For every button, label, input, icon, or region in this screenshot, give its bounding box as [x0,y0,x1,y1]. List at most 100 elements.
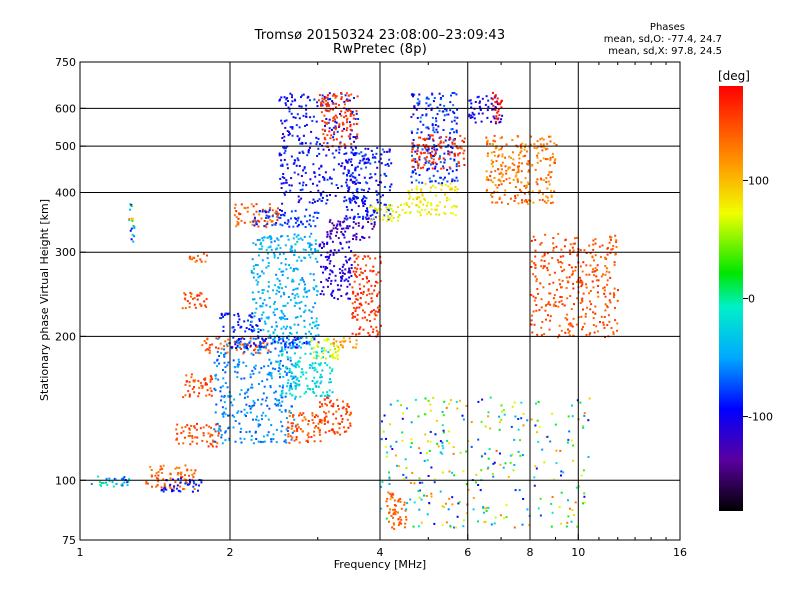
data-point [536,156,539,159]
data-point [314,302,317,305]
data-point [393,511,396,514]
data-point [536,154,539,157]
data-point [330,381,332,383]
data-point [172,486,175,489]
data-point [303,325,306,328]
data-point [265,266,268,269]
data-point [351,199,354,202]
data-point [429,403,432,406]
data-point [238,318,241,321]
data-point [428,160,431,162]
data-point [259,329,262,332]
data-point [332,136,335,139]
data-point [493,151,496,153]
data-point [245,327,248,329]
data-point [291,346,294,349]
data-point [346,98,349,101]
data-point [262,339,265,342]
data-point [288,110,291,113]
data-point [493,461,496,464]
data-point [332,138,335,141]
data-point [444,146,447,148]
data-point [355,189,358,191]
data-point [186,380,188,383]
data-point [456,146,459,149]
data-point [537,440,540,443]
data-point [527,170,530,173]
data-point [266,378,269,381]
y-tick-label: 750 [55,56,76,69]
data-point [327,94,329,97]
data-point [341,418,344,421]
data-point [542,157,545,160]
data-point [405,508,408,511]
data-point [130,238,133,241]
data-point [429,180,432,183]
data-point [417,166,420,169]
data-point [257,276,260,279]
data-point [554,162,556,164]
data-point [394,454,397,457]
data-point [444,212,447,215]
data-point [293,233,296,236]
data-point [427,475,430,477]
data-point [326,391,329,394]
data-point [400,522,403,525]
data-point [244,207,247,210]
data-point [265,211,267,214]
data-point [356,292,359,295]
data-point [340,135,343,138]
data-point [271,209,274,212]
data-point [544,309,547,312]
data-point [303,311,306,314]
data-point [531,331,534,334]
data-point [346,404,349,407]
data-point [562,471,565,474]
data-point [439,451,442,454]
data-point [267,262,270,264]
data-point [251,369,254,372]
data-point [358,274,361,277]
data-point [259,297,262,300]
data-point [492,462,495,465]
data-point [202,426,205,429]
data-point [377,271,380,274]
data-point [615,239,618,242]
data-point [321,405,324,408]
data-point [308,146,311,149]
data-point [294,316,297,319]
data-point [289,126,292,129]
data-point [267,418,270,421]
data-point [186,483,189,486]
data-point [445,521,448,524]
data-point [346,225,349,228]
data-point [478,101,481,104]
data-point [307,387,309,390]
data-point [269,235,272,238]
data-point [320,403,323,406]
data-point [271,224,274,227]
data-point [366,209,369,212]
data-point [301,150,304,153]
data-point [600,315,603,318]
data-point [303,280,305,283]
data-point [207,445,210,448]
data-point [192,256,195,259]
data-point [352,270,355,273]
data-point [329,237,332,240]
data-point [547,180,550,183]
data-point [252,442,255,445]
data-point [251,258,254,261]
data-point [591,280,594,283]
data-point [284,147,287,150]
data-point [271,341,274,344]
data-point [295,217,297,220]
data-point [191,297,194,300]
data-point [285,374,288,376]
data-point [383,414,386,417]
data-point [544,158,547,161]
data-point [318,428,321,431]
data-point [432,161,435,164]
data-point [390,183,393,186]
data-point [346,184,349,187]
